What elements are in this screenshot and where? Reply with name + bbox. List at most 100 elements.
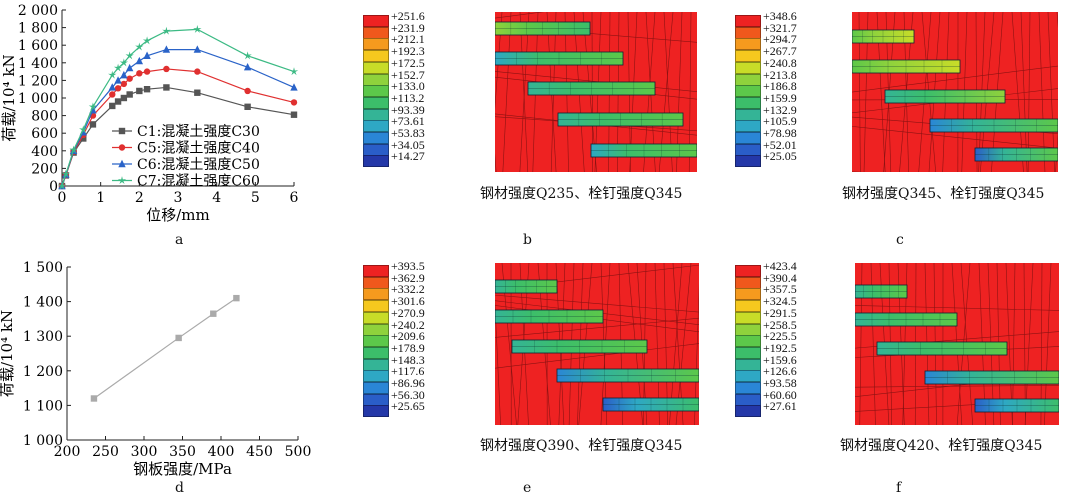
legend-value: +251.6 [391,9,425,23]
legend-value: +25.05 [763,149,797,164]
y-tick-label: 2 000 [18,3,58,19]
legend-swatch [735,96,761,109]
stud-rod [495,279,558,294]
legend-swatch [363,300,389,313]
data-point [90,395,98,402]
legend-swatch [363,26,389,39]
data-point [163,84,170,91]
legend-swatch [363,370,389,383]
data-point [194,89,201,96]
stress-legend-b: +251.6 +231.9 +212.1 +192.3 +172.5 +152.7 +133… [363,10,463,180]
y-tick-label: 1 200 [23,364,63,380]
legend-value: +258.5 [763,317,797,332]
stress-legend-e: +393.5 +362.9 +332.2 +301.6 +270.9 +240.2 +209… [363,260,463,430]
legend-swatch [735,393,761,406]
legend-entry: C7:混凝土强度C60 [137,174,260,190]
legend-swatch [363,61,389,74]
legend-swatch [735,155,761,168]
legend-swatch [735,323,761,336]
data-point [162,26,171,35]
legend-value: +148.3 [391,352,425,367]
legend-swatch [735,335,761,348]
legend-swatch [735,370,761,383]
legend-swatch [363,120,389,133]
stud-rod [556,368,699,383]
x-axis-label: 钢板强度/MPa [133,460,232,478]
data-point [119,58,129,67]
data-point [69,145,78,154]
legend-swatch [363,85,389,98]
legend-marker [118,127,126,135]
legend-swatch [363,15,389,27]
legend-swatch [735,73,761,86]
legend-swatch [735,120,761,133]
legend-value: +209.6 [391,329,425,344]
panel-label-e: e [523,480,532,496]
legend-swatch [363,335,389,348]
data-point [142,36,152,45]
stud-rod [924,370,1059,385]
data-point [114,85,122,92]
x-tick-label: 400 [208,444,235,460]
data-point [109,102,116,110]
data-point [193,45,202,53]
legend-swatch [735,85,761,98]
y-tick-label: 1 300 [23,329,63,345]
stress-contour-c [852,12,1058,172]
data-point [193,24,202,33]
data-point [89,121,97,128]
data-point [210,310,217,317]
data-point [126,91,133,98]
data-point [79,125,88,134]
data-point [290,83,298,91]
contour-field [852,12,1058,172]
caption-e: 钢材强度Q390、栓钉强度Q345 [480,438,683,454]
legend-value: +117.6 [391,364,425,379]
y-axis-label: 荷载/10⁴ kN [0,310,16,397]
legend-value: +212.1 [391,32,425,47]
panel-label-c: c [896,232,904,248]
y-tick-label: 1 800 [18,21,58,37]
data-point [88,102,98,111]
legend-value: +93.58 [763,376,797,390]
data-point [126,75,133,82]
contour-field [495,12,697,172]
caption-c: 钢材强度Q345、栓钉强度Q345 [842,186,1045,202]
legend-swatch [363,108,389,121]
legend-value: +25.65 [391,399,425,414]
legend-value: +240.8 [763,55,797,70]
legend-swatch [735,288,761,301]
stud-rod [855,312,958,327]
legend-swatch [735,26,761,39]
data-point [290,111,298,118]
stud-rod [855,284,908,299]
stud-rod [852,29,915,44]
legend-value: +60.60 [763,387,797,402]
stud-rod [852,59,961,74]
data-point [135,42,144,51]
y-tick-label: 400 [31,144,58,160]
stud-rod [590,143,697,158]
panel-label-a: a [175,232,184,248]
legend-swatch [363,358,389,371]
legend-swatch [735,132,761,144]
y-tick-label: 1 600 [18,38,58,54]
legend-value: +52.01 [763,137,797,152]
stress-contour-e [495,263,699,425]
data-point [61,169,71,178]
legend-swatch [363,276,389,289]
panel-label-d: d [175,480,184,496]
legend-value: +105.9 [763,114,797,129]
data-point [114,98,122,105]
legend-swatch [735,276,761,289]
legend-value: +348.6 [763,9,797,23]
stress-contour-f [855,263,1059,425]
y-tick-label: 1 500 [23,260,63,276]
legend-swatch [363,288,389,301]
legend-value: +301.6 [391,294,425,309]
data-point [136,87,143,95]
y-tick-label: 800 [31,109,58,125]
legend-swatch [735,311,761,324]
legend-value: +159.6 [763,352,797,367]
data-point [108,83,116,91]
